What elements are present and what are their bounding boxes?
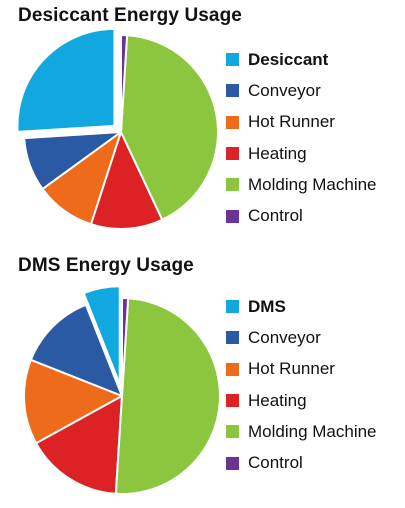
pie-slice-control <box>121 297 130 397</box>
chart-legend: DMS Conveyor Hot Runner Heating Molding Mach… <box>226 291 377 479</box>
legend-item-molding-machine: Molding Machine <box>226 416 377 447</box>
legend-item-control: Control <box>226 447 377 478</box>
pie-slice-dms <box>82 285 121 386</box>
legend-swatch <box>226 115 239 129</box>
pie-chart <box>16 27 219 230</box>
legend-label: DMS <box>248 296 286 316</box>
pie-slice-desiccant <box>16 27 116 133</box>
legend-swatch <box>226 331 239 345</box>
legend-item-heating: Heating <box>226 138 377 169</box>
legend-swatch <box>226 147 239 161</box>
desiccant-chart: Desiccant Energy Usage Desiccant Conveyor… <box>0 0 405 245</box>
legend-swatch <box>226 209 239 223</box>
legend-label: Heating <box>248 390 307 410</box>
legend-swatch <box>226 456 239 470</box>
legend-swatch <box>226 394 239 408</box>
legend-label: Molding Machine <box>248 174 377 194</box>
chart-legend: Desiccant Conveyor Hot Runner Heating Moldin… <box>226 44 377 232</box>
pie-slice-control <box>120 34 129 133</box>
legend-item-heating: Heating <box>226 385 377 416</box>
legend-item-conveyor: Conveyor <box>226 75 377 106</box>
legend-label: Control <box>248 206 303 226</box>
legend-item-molding-machine: Molding Machine <box>226 169 377 200</box>
pie-slice-heating <box>90 131 164 230</box>
legend-label: Conveyor <box>248 327 321 347</box>
pie-slice-conveyor <box>29 303 123 397</box>
legend-swatch <box>226 425 239 439</box>
legend-label: Hot Runner <box>248 359 335 379</box>
pie-slice-heating <box>35 395 123 495</box>
legend-item-conveyor: Conveyor <box>226 322 377 353</box>
legend-swatch <box>226 53 239 67</box>
legend-swatch <box>226 300 239 314</box>
legend-swatch <box>226 84 239 98</box>
chart-title: DMS Energy Usage <box>18 255 194 276</box>
legend-swatch <box>226 178 239 192</box>
pie-slice-molding-machine <box>120 34 219 221</box>
legend-label: Control <box>248 453 303 473</box>
legend-item-hot-runner: Hot Runner <box>226 107 377 138</box>
pie-slice-hot-runner <box>23 358 123 445</box>
chart-title: Desiccant Energy Usage <box>18 5 242 26</box>
legend-swatch <box>226 362 239 376</box>
legend-item-desiccant: Desiccant <box>226 44 377 75</box>
legend-label: Conveyor <box>248 80 321 100</box>
legend-label: Molding Machine <box>248 421 377 441</box>
legend-label: Desiccant <box>248 49 329 69</box>
pie-chart <box>23 285 221 495</box>
legend-label: Heating <box>248 143 307 163</box>
legend-label: Hot Runner <box>248 112 335 132</box>
legend-item-dms: DMS <box>226 291 377 322</box>
legend-item-hot-runner: Hot Runner <box>226 354 377 385</box>
dms-chart: DMS Energy Usage DMS Conveyor Hot Runner He… <box>0 254 405 508</box>
legend-item-control: Control <box>226 200 377 231</box>
pie-slice-molding-machine <box>114 297 221 495</box>
